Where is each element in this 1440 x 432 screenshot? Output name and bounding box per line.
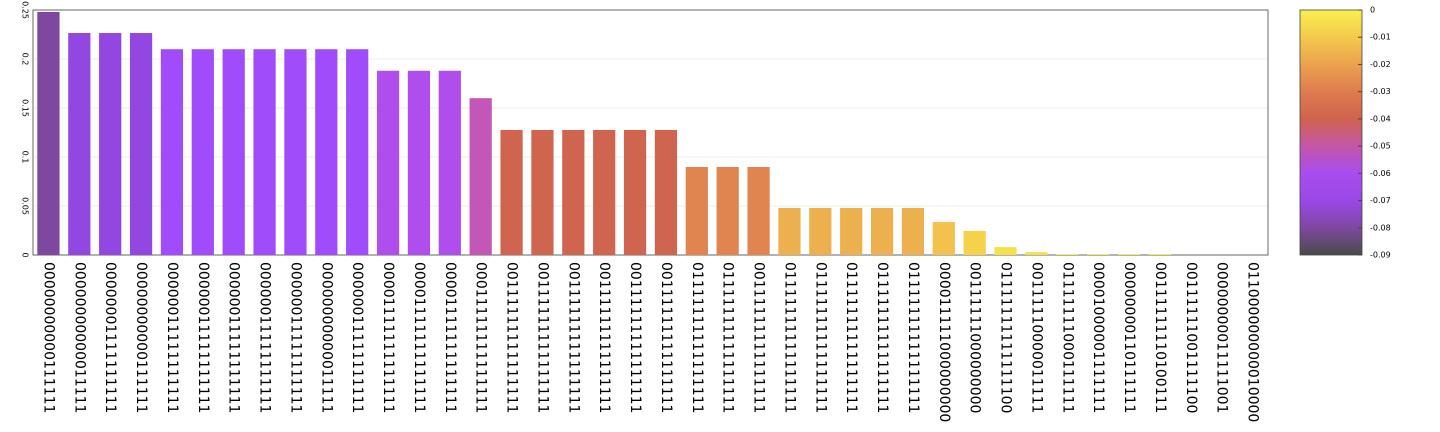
x-tick-label: 00111111111111111 — [565, 262, 581, 413]
x-tick-label: 01111111111111111 — [874, 262, 890, 413]
x-tick-label: 01111111111111111 — [720, 262, 736, 413]
x-tick-label: 00111111110100111 — [1152, 262, 1168, 413]
colorbar-tick-label: -0.07 — [1370, 196, 1391, 205]
x-tick-label: 00001000001111111 — [1090, 262, 1106, 413]
x-tick-label: 01111111000111111 — [1059, 262, 1075, 413]
y-tick-label: 0 — [21, 252, 30, 257]
bar — [376, 70, 400, 255]
x-tick-label: 00000000000111111 — [133, 262, 149, 413]
bar — [253, 49, 276, 256]
bar — [1117, 254, 1141, 255]
y-tick-label: 0.05 — [21, 197, 30, 215]
x-tick-label: 00000011111111111 — [164, 262, 180, 413]
x-tick-label: 00111111111111111 — [596, 262, 612, 413]
bar — [562, 129, 585, 255]
bar — [963, 230, 986, 255]
x-tick-label: 00000011111111111 — [195, 262, 211, 413]
bar — [901, 207, 925, 255]
bar — [315, 49, 338, 256]
bar — [99, 33, 122, 255]
bar — [778, 207, 801, 255]
bar — [716, 166, 739, 255]
bar — [747, 166, 770, 255]
bar — [191, 49, 214, 256]
colorbar-tick-label: -0.08 — [1370, 223, 1391, 232]
bar — [840, 207, 863, 255]
x-tick-label: 011000000000010000 — [1245, 262, 1261, 422]
bar — [438, 70, 461, 255]
bar — [623, 129, 647, 255]
x-tick-label: 00111111111111111 — [658, 262, 674, 413]
bar — [284, 49, 307, 256]
x-tick-label: 00001111111111111 — [442, 262, 458, 413]
x-tick-label: 00000011111111111 — [287, 262, 303, 413]
bar — [994, 247, 1017, 255]
colorbar-tick-label: -0.06 — [1370, 169, 1391, 178]
bar — [160, 49, 184, 256]
bar — [1025, 252, 1048, 255]
bar — [870, 207, 894, 255]
x-tick-label: 01111111111111111 — [812, 262, 828, 413]
x-tick-label: 00111111001111100 — [1183, 262, 1199, 413]
x-tick-label: 00111110000011111 — [1028, 262, 1044, 413]
bar — [654, 129, 678, 255]
bar — [932, 221, 955, 255]
colorbar-tick-label: -0.09 — [1370, 251, 1391, 260]
x-tick-label: 00000011111111111 — [349, 262, 365, 413]
x-tick-label: 01111111111111111 — [843, 262, 859, 413]
x-tick-label: 00000011111111111 — [226, 262, 242, 413]
bar — [68, 33, 91, 255]
bar — [593, 129, 616, 255]
colorbar-tick-label: -0.04 — [1370, 114, 1391, 123]
y-tick-label: 0.25 — [21, 1, 30, 19]
x-tick-label: 00000011111111111 — [257, 262, 273, 413]
y-tick-label: 0.1 — [21, 151, 30, 164]
x-tick-label: 00111111111111111 — [751, 262, 767, 413]
x-tick-label: 00111111000000000 — [967, 262, 983, 413]
x-tick-label: 01111111111111100 — [998, 262, 1014, 413]
colorbar-tick-label: 0 — [1370, 6, 1375, 15]
x-tick-label: 00001111111111111 — [411, 262, 427, 413]
colorbar-tick-label: -0.03 — [1370, 87, 1391, 96]
bar — [531, 129, 554, 255]
bar — [129, 33, 153, 255]
bar — [685, 166, 708, 255]
plot-frame — [32, 9, 1269, 256]
x-tick-label: 00000000000111111 — [40, 262, 56, 413]
y-tick-label: 0.15 — [21, 99, 30, 117]
bar — [407, 70, 431, 255]
bar — [1056, 254, 1079, 255]
x-tick-label: 01111111111111111 — [689, 262, 705, 413]
x-tick-label: 00000000000011111 — [318, 262, 334, 413]
x-tick-label: 01111111111111111 — [781, 262, 797, 413]
bar — [37, 11, 60, 255]
x-tick-label: 00111111111111111 — [627, 262, 643, 413]
colorbar-tick-label: -0.01 — [1370, 33, 1391, 42]
bar — [809, 207, 832, 255]
x-tick-label: 01111111111111111 — [905, 262, 921, 413]
x-tick-label: 00000001111111111 — [102, 262, 118, 413]
x-tick-label: 00111111111111111 — [504, 262, 520, 413]
x-tick-label: 00001111111111111 — [380, 262, 396, 413]
x-tick-label: 00111111111111111 — [534, 262, 550, 413]
bar — [469, 98, 492, 255]
colorbar-tick-label: -0.02 — [1370, 60, 1391, 69]
bar — [346, 49, 369, 256]
x-tick-label: 00000000011111001 — [1214, 262, 1230, 413]
colorbar — [1299, 9, 1363, 256]
colorbar-tick-label: -0.05 — [1370, 142, 1391, 151]
bar — [222, 49, 245, 256]
x-tick-label: 00011111111111111 — [473, 262, 489, 413]
x-tick-label: 000011111000000000 — [936, 262, 952, 422]
y-tick-label: 0.2 — [21, 53, 30, 66]
bar — [1148, 254, 1172, 255]
bar — [1087, 254, 1110, 255]
x-tick-label: 00000000110111111 — [1121, 262, 1137, 413]
x-tick-label: 00000000000011111 — [71, 262, 87, 413]
bar — [500, 129, 523, 255]
